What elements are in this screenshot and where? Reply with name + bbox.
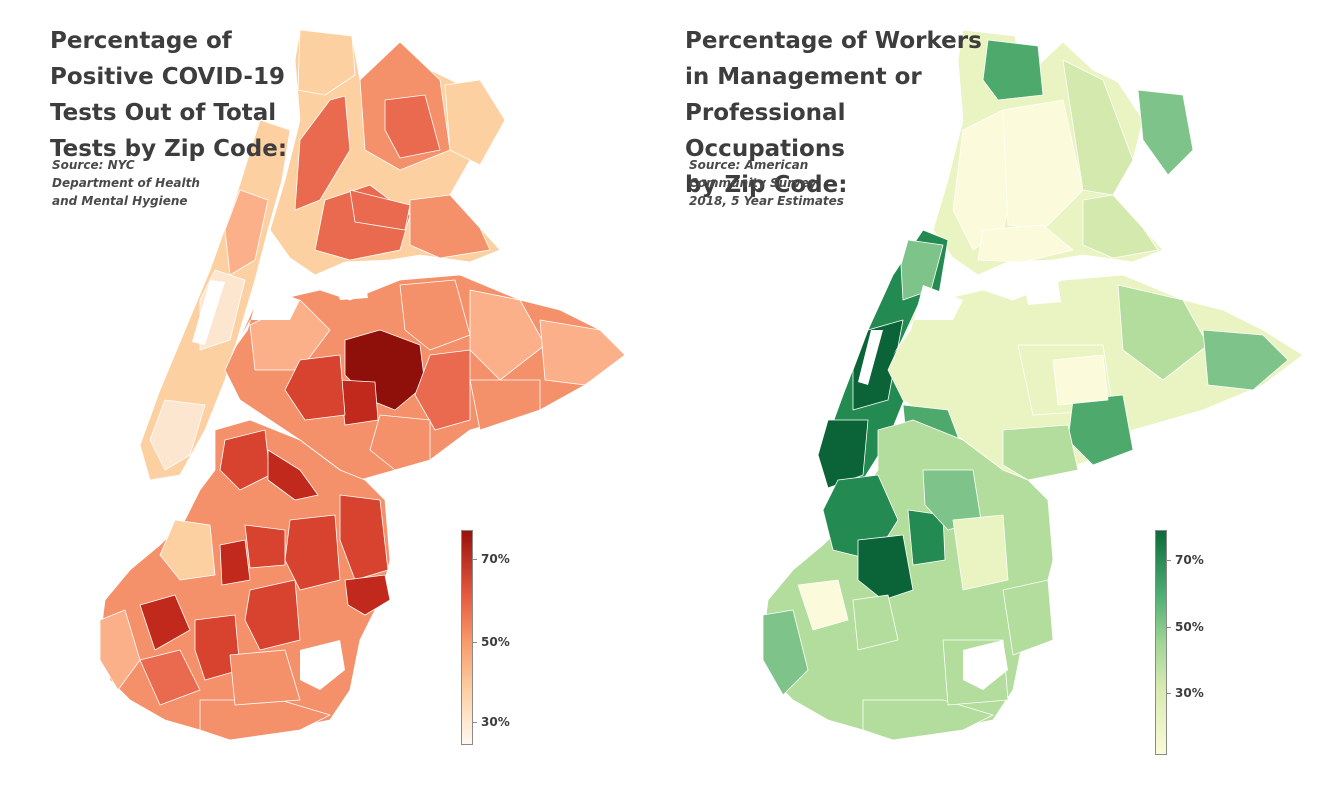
jamaica-bay — [963, 640, 1008, 690]
laguardia — [1025, 282, 1061, 305]
queens-corona-region — [339, 379, 379, 426]
water-features — [192, 280, 368, 690]
manhattan-mid-region — [852, 319, 904, 411]
covid-legend-colorbar — [461, 530, 473, 745]
brooklyn-sunset-region — [797, 579, 849, 631]
queens-jfk-region — [1052, 354, 1109, 406]
bronx-southeast-region — [409, 194, 491, 259]
brooklyn-bay-ridge-region — [99, 609, 141, 691]
bronx-west-region — [294, 95, 351, 211]
queens-jamaica-region — [469, 379, 541, 431]
manhattan-upper-region — [900, 239, 944, 301]
east-river — [230, 285, 300, 355]
queens-bayside-region — [469, 289, 546, 381]
brooklyn-canarsie-region — [1002, 579, 1054, 656]
occupation-map-source: Source: American Community Survey 2018, … — [689, 158, 844, 208]
jamaica-bay — [300, 640, 345, 690]
bronx-soundview-region — [349, 189, 411, 231]
brooklyn-brownsville-region — [339, 494, 389, 581]
brooklyn-flatlands-region — [244, 579, 301, 651]
occupation-legend-tick-50: 50% — [1166, 620, 1204, 634]
covid-legend-tick-30: 30% — [472, 715, 510, 729]
covid-legend-tick-70: 70% — [472, 552, 510, 566]
bronx-central-region — [1002, 99, 1084, 231]
bronx-south-region — [977, 224, 1074, 263]
water-features — [858, 282, 1061, 690]
brooklyn-bedstuy-region — [267, 449, 319, 501]
brooklyn-canarsie-region — [344, 574, 391, 616]
occupation-map — [663, 0, 1304, 741]
queens-little-neck-region — [1202, 329, 1289, 391]
map-regions — [762, 30, 1304, 741]
bronx-city-island-region — [1137, 89, 1194, 176]
covid-legend-tick-50: 50% — [472, 635, 510, 649]
brooklyn-sheepshead-region — [229, 649, 301, 706]
occupation-panel: Percentage of Workers in Management or P… — [663, 0, 1325, 792]
brooklyn-bensonhurst-region — [139, 649, 201, 706]
covid-positivity-panel: Percentage of Positive COVID-19 Tests Ou… — [0, 0, 662, 792]
brooklyn-east-flatbush-region — [284, 514, 341, 591]
central-park — [858, 330, 883, 385]
manhattan-upper-region — [224, 189, 269, 276]
brooklyn-crown-heights-region — [244, 524, 286, 569]
bronx-east-region — [1062, 59, 1134, 196]
laguardia — [335, 280, 368, 300]
queens-elmhurst-region — [284, 354, 346, 421]
brooklyn-park-slope-region — [857, 534, 914, 601]
queens-flushing-region — [399, 279, 471, 351]
covid-positivity-map — [99, 29, 626, 741]
brooklyn-midwood-region — [194, 614, 241, 681]
manhattan-lower-region — [149, 399, 206, 471]
brooklyn-flatbush-region — [219, 539, 251, 586]
brooklyn-east-flatbush-region — [952, 514, 1009, 591]
queens-bayside-region — [1117, 284, 1209, 381]
brooklyn-borough-park-region — [139, 594, 191, 651]
bronx-throgs-region — [1082, 194, 1159, 259]
brooklyn-coney-region — [862, 699, 994, 741]
bronx-east-region — [444, 79, 506, 166]
occupation-legend-tick-30: 30% — [1166, 686, 1204, 700]
covid-map-title: Percentage of Positive COVID-19 Tests Ou… — [50, 28, 288, 162]
covid-map-source: Source: NYC Department of Health and Men… — [52, 158, 200, 208]
queens-east-region — [539, 319, 626, 386]
occupation-legend-colorbar — [1155, 530, 1167, 755]
queens-south-region — [1002, 424, 1079, 481]
queens-fresh-meadows-region — [414, 349, 471, 431]
queens-south-region — [369, 414, 431, 471]
bronx-mid-region — [384, 94, 441, 159]
brooklyn-bay-ridge-region — [762, 609, 809, 696]
brooklyn-prospect-region — [907, 509, 946, 566]
east-river — [893, 285, 963, 355]
brooklyn-borough-park-region — [852, 594, 899, 651]
brooklyn-williamsburg-region — [219, 429, 271, 491]
bronx-riverdale-region — [982, 39, 1044, 101]
central-park — [192, 280, 225, 345]
occupation-legend-tick-70: 70% — [1166, 553, 1204, 567]
brooklyn-park-slope-region — [159, 519, 216, 581]
occupation-map-title: Percentage of Workers in Management or P… — [685, 28, 982, 198]
bronx-north-region — [297, 29, 356, 96]
